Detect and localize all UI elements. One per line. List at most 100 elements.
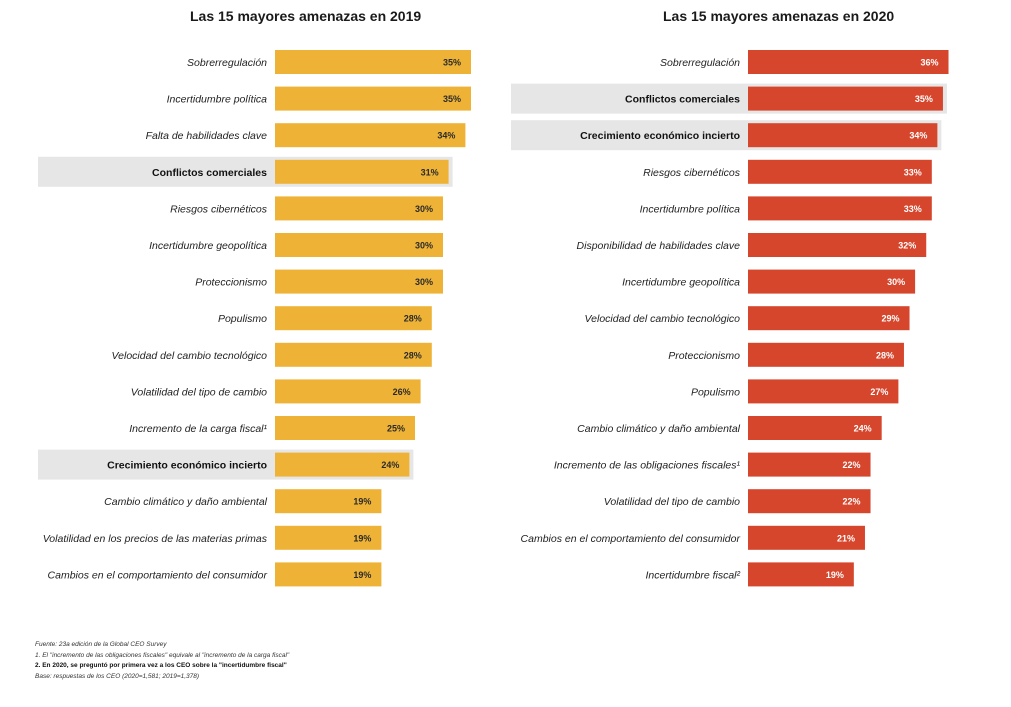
value-label: 24%	[381, 460, 399, 470]
value-label: 19%	[353, 533, 371, 543]
value-label: 30%	[415, 277, 433, 287]
category-label: Incremento de la carga fiscal¹	[129, 423, 267, 435]
category-label: Incertidumbre geopolítica	[622, 277, 740, 289]
category-label: Cambio climático y daño ambiental	[577, 423, 740, 435]
bar	[748, 196, 932, 221]
bar	[748, 50, 949, 74]
bar	[748, 86, 943, 111]
category-label: Cambios en el comportamiento del consumi…	[521, 533, 741, 545]
category-label: Volatilidad en los precios de las materi…	[43, 533, 268, 545]
value-label: 19%	[353, 570, 371, 580]
chart-2020: Las 15 mayores amenazas en 2020 Sobrerre…	[500, 0, 1011, 600]
bar	[748, 342, 904, 367]
footnote-1: 1. El "incremento de las obligaciones fi…	[35, 651, 290, 659]
value-label: 27%	[870, 387, 888, 397]
value-label: 34%	[909, 131, 927, 141]
value-label: 35%	[443, 94, 461, 104]
bar	[748, 416, 882, 440]
value-label: 29%	[882, 314, 900, 324]
chart-title-2019: Las 15 mayores amenazas en 2019	[190, 8, 422, 24]
category-label: Volatilidad del tipo de cambio	[604, 496, 740, 508]
value-label: 28%	[404, 350, 422, 360]
value-label: 30%	[887, 277, 905, 287]
footnote-base: Base: respuestas de los CEO (2020=1,581;…	[35, 672, 200, 680]
bar	[748, 306, 910, 331]
category-label: Populismo	[691, 386, 740, 398]
category-label: Incertidumbre política	[167, 94, 268, 106]
bar	[275, 233, 443, 257]
value-label: 36%	[921, 58, 939, 68]
value-label: 35%	[443, 58, 461, 68]
bar	[275, 379, 421, 404]
bar	[275, 525, 382, 550]
bar	[275, 342, 432, 367]
bar	[275, 489, 382, 514]
category-label: Conflictos comerciales	[625, 94, 740, 106]
bar	[275, 86, 471, 111]
bar	[275, 452, 410, 477]
bar	[275, 196, 443, 221]
value-label: 24%	[854, 424, 872, 434]
category-label: Incertidumbre política	[640, 203, 741, 215]
value-label: 28%	[876, 350, 894, 360]
bar	[275, 562, 382, 587]
chart-2019: Las 15 mayores amenazas en 2019 Sobrerre…	[0, 0, 500, 600]
bar	[275, 306, 432, 331]
value-label: 34%	[437, 131, 455, 141]
value-label: 35%	[915, 94, 933, 104]
category-label: Riesgos cibernéticos	[643, 167, 741, 179]
category-label: Proteccionismo	[668, 350, 740, 362]
value-label: 30%	[415, 204, 433, 214]
bar	[748, 562, 854, 587]
category-label: Sobrerregulación	[660, 57, 740, 69]
value-label: 22%	[843, 497, 861, 507]
bar	[275, 269, 443, 294]
value-label: 32%	[898, 241, 916, 251]
bar-chart-2019-svg: Sobrerregulación 35% Incertidumbre polític…	[38, 50, 471, 587]
bar	[748, 379, 899, 404]
category-label: Crecimiento económico incierto	[107, 460, 267, 472]
bar	[748, 269, 916, 294]
category-label: Incremento de las obligaciones fiscales¹	[554, 460, 741, 472]
category-label: Volatilidad del tipo de cambio	[131, 386, 267, 398]
category-label: Disponibilidad de habilidades clave	[577, 240, 741, 252]
value-label: 30%	[415, 241, 433, 251]
category-label: Incertidumbre geopolítica	[149, 240, 267, 252]
value-label: 19%	[826, 570, 844, 580]
bar	[748, 123, 938, 148]
value-label: 21%	[837, 533, 855, 543]
bar	[748, 159, 932, 184]
category-label: Proteccionismo	[195, 277, 267, 289]
value-label: 33%	[904, 167, 922, 177]
footnote-2: 2. En 2020, se preguntó por primera vez …	[35, 662, 287, 669]
value-label: 19%	[353, 497, 371, 507]
value-label: 26%	[393, 387, 411, 397]
bar	[275, 123, 466, 148]
value-label: 31%	[421, 167, 439, 177]
value-label: 28%	[404, 314, 422, 324]
category-label: Cambio climático y daño ambiental	[104, 496, 267, 508]
category-label: Riesgos cibernéticos	[170, 203, 268, 215]
category-label: Velocidad del cambio tecnológico	[585, 313, 741, 325]
category-label: Crecimiento económico incierto	[580, 130, 740, 142]
value-label: 25%	[387, 424, 405, 434]
bar	[275, 159, 449, 184]
category-label: Sobrerregulación	[187, 57, 267, 69]
value-label: 33%	[904, 204, 922, 214]
category-label: Populismo	[218, 313, 267, 325]
value-label: 22%	[843, 460, 861, 470]
bar-chart-2020-svg: Sobrerregulación 36% Conflictos comerciale…	[511, 50, 949, 587]
chart-title-2020: Las 15 mayores amenazas en 2020	[663, 8, 895, 24]
category-label: Falta de habilidades clave	[146, 130, 268, 142]
category-label: Incertidumbre fiscal²	[645, 569, 740, 581]
bar	[275, 416, 415, 440]
footnote-source: Fuente: 23a edición de la Global CEO Sur…	[35, 641, 167, 648]
bar	[748, 489, 871, 514]
bar	[748, 525, 865, 550]
bar	[748, 452, 871, 477]
category-label: Conflictos comerciales	[152, 167, 267, 179]
bar	[748, 233, 927, 257]
footnotes: Fuente: 23a edición de la Global CEO Sur…	[35, 640, 289, 682]
category-label: Cambios en el comportamiento del consumi…	[48, 569, 268, 581]
bar	[275, 50, 471, 74]
